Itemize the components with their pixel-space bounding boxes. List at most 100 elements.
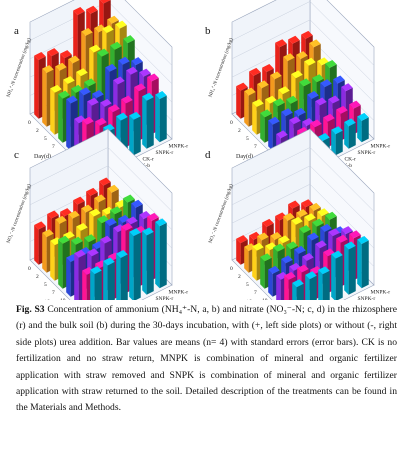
bar-front — [82, 270, 87, 313]
bar-front — [331, 254, 336, 302]
bar-top — [50, 84, 62, 93]
bar-front — [305, 274, 310, 315]
bar-side — [133, 232, 141, 302]
bar-top — [296, 51, 308, 60]
treatment-tick-label: CK-r — [143, 156, 154, 162]
bar-top — [131, 199, 143, 208]
bar-top — [74, 115, 86, 124]
treatment-tick-label: MNPK-r — [169, 143, 189, 149]
bar-side — [159, 95, 167, 143]
bar-front — [155, 94, 160, 143]
bar-front — [34, 55, 39, 119]
bar-top — [260, 109, 272, 118]
bar-top — [252, 99, 264, 108]
bar-front — [244, 91, 249, 127]
bar-top — [236, 235, 248, 244]
bar-front — [129, 115, 134, 156]
bar-top — [357, 235, 369, 244]
treatment-tick-label: SNPK-r — [156, 296, 174, 300]
bar-top — [82, 116, 94, 125]
bar-top — [155, 91, 167, 100]
bar-top — [42, 229, 54, 238]
bar-top — [283, 53, 295, 62]
bar-front — [318, 269, 323, 308]
bar-top — [296, 209, 308, 218]
bar-top — [297, 264, 309, 273]
bar-top — [97, 215, 109, 224]
bar-top — [344, 118, 356, 127]
bar-side — [348, 122, 356, 149]
bar-top — [349, 100, 361, 109]
bar-top — [94, 194, 106, 203]
bar-top — [302, 253, 314, 261]
bar-top — [87, 97, 99, 106]
bar-top — [68, 210, 80, 219]
bar-top — [74, 249, 86, 258]
bar-top — [309, 39, 321, 48]
bar-front — [260, 256, 265, 289]
bar-top — [155, 218, 167, 227]
bar-front — [129, 231, 134, 302]
bar-top — [86, 5, 98, 14]
bar-top — [110, 206, 122, 215]
bar-top — [312, 218, 324, 227]
bar-top — [268, 265, 280, 274]
bar-front — [268, 120, 273, 151]
bar-top — [278, 86, 290, 95]
bar-front — [260, 112, 265, 143]
day-tick-label: 2 — [238, 274, 241, 280]
bar-top — [318, 133, 330, 142]
bar-top — [42, 65, 54, 74]
bar-top — [82, 266, 94, 275]
bar-side — [107, 261, 115, 315]
bar-top — [304, 213, 316, 222]
bar-top — [58, 235, 70, 244]
bar-top — [89, 208, 101, 217]
bar-top — [34, 52, 46, 60]
bar-side — [146, 97, 154, 149]
day-tick-label: 7 — [52, 144, 55, 150]
bar-top — [273, 98, 285, 107]
gridline — [231, 147, 375, 212]
bar-top — [84, 78, 96, 87]
bar-top — [60, 208, 72, 217]
gridline — [231, 1, 375, 66]
bar-front — [236, 238, 241, 265]
bar-top — [84, 234, 96, 243]
bar-top — [331, 250, 343, 259]
bar-top — [323, 248, 335, 257]
x-axis-label-c: Day(d) — [34, 299, 51, 300]
bar-top — [71, 236, 83, 245]
x-axis-label-d: Day(d) — [236, 299, 253, 300]
bar-top — [249, 231, 261, 240]
bar-top — [147, 212, 159, 221]
bar-top — [325, 59, 337, 68]
bar-top — [262, 64, 274, 73]
bar-top — [81, 27, 93, 36]
bar-top — [139, 211, 151, 219]
bar-top — [142, 92, 154, 101]
bar-side — [361, 117, 369, 143]
bar-top — [92, 90, 104, 98]
bar-top — [328, 228, 340, 237]
bar-top — [81, 204, 93, 213]
bar-top — [34, 221, 46, 230]
bar-top — [103, 257, 115, 266]
bar-top — [318, 266, 330, 275]
gridline — [231, 19, 375, 84]
bar-top — [99, 177, 111, 186]
y-axis-label-a: NH₄⁺-N concentration (mg/kg) — [6, 37, 33, 98]
gridline — [231, 165, 375, 230]
bar-top — [281, 255, 293, 264]
bar-top — [262, 218, 274, 227]
bar-front — [236, 86, 241, 119]
bar-top — [320, 79, 332, 88]
bar-top — [270, 71, 282, 80]
y-axis-label-d: NO₃⁻-N concentration (mg/kg) — [208, 183, 234, 244]
bar-top — [294, 245, 306, 254]
bar-top — [244, 87, 256, 96]
bar-top — [336, 234, 348, 243]
bar-top — [47, 210, 59, 219]
y-axis-label-b: NH₄⁺-N concentration (mg/kg) — [208, 37, 235, 98]
